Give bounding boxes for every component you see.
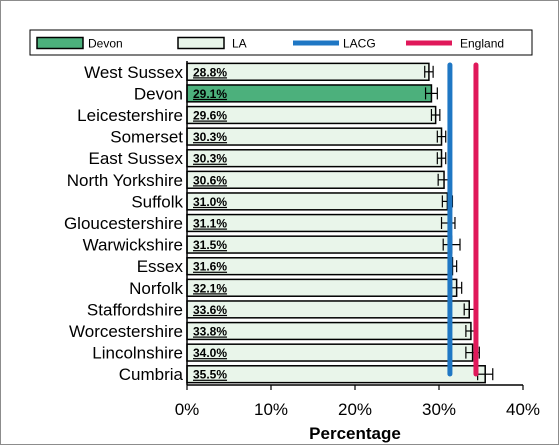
category-label: North Yorkshire (67, 171, 183, 190)
x-tick-label: 0% (175, 400, 200, 419)
category-label: Essex (137, 257, 184, 276)
x-tick-label: 20% (338, 400, 372, 419)
legend-label-la: LA (232, 37, 247, 51)
legend-label-england: England (460, 37, 504, 51)
category-label: Devon (134, 84, 183, 103)
data-label: 30.6% (193, 173, 227, 187)
x-axis-title: Percentage (309, 424, 401, 443)
category-label: Cumbria (119, 365, 184, 384)
category-label: Norfolk (129, 279, 183, 298)
category-label: Suffolk (131, 192, 183, 211)
data-label: 32.1% (193, 281, 227, 295)
legend-swatch-devon (36, 36, 84, 50)
data-label: 30.3% (193, 130, 227, 144)
category-label: West Sussex (84, 63, 183, 82)
category-label: Warwickshire (83, 236, 183, 255)
category-label: Gloucestershire (64, 214, 183, 233)
category-label: Lincolnshire (92, 344, 183, 363)
category-label: East Sussex (89, 149, 184, 168)
data-label: 30.3% (193, 152, 227, 166)
legend-label-lacg: LACG (343, 37, 376, 51)
data-label: 34.0% (193, 346, 227, 360)
data-label: 33.6% (193, 303, 227, 317)
bar (186, 321, 472, 341)
data-label: 31.5% (193, 238, 227, 252)
category-label: Somerset (110, 128, 183, 147)
data-label: 31.1% (193, 217, 227, 231)
bar (186, 300, 470, 319)
data-label: 31.6% (193, 260, 227, 274)
category-label: Worcestershire (69, 322, 183, 341)
bar (186, 365, 486, 384)
x-tick-label: 30% (422, 400, 456, 419)
legend-swatch-la (177, 36, 225, 50)
bar (186, 343, 474, 362)
category-label: Leicestershire (77, 106, 183, 125)
x-tick-label: 40% (506, 400, 540, 419)
data-label: 31.0% (193, 195, 227, 209)
data-label: 35.5% (193, 368, 227, 382)
data-label: 33.8% (193, 325, 227, 339)
bar (186, 278, 458, 297)
legend-label-devon: Devon (88, 37, 123, 51)
data-label: 29.6% (193, 109, 227, 123)
data-label: 29.1% (193, 87, 227, 101)
x-tick-label: 10% (254, 400, 288, 419)
category-label: Staffordshire (87, 300, 183, 319)
data-label: 28.8% (193, 65, 227, 79)
